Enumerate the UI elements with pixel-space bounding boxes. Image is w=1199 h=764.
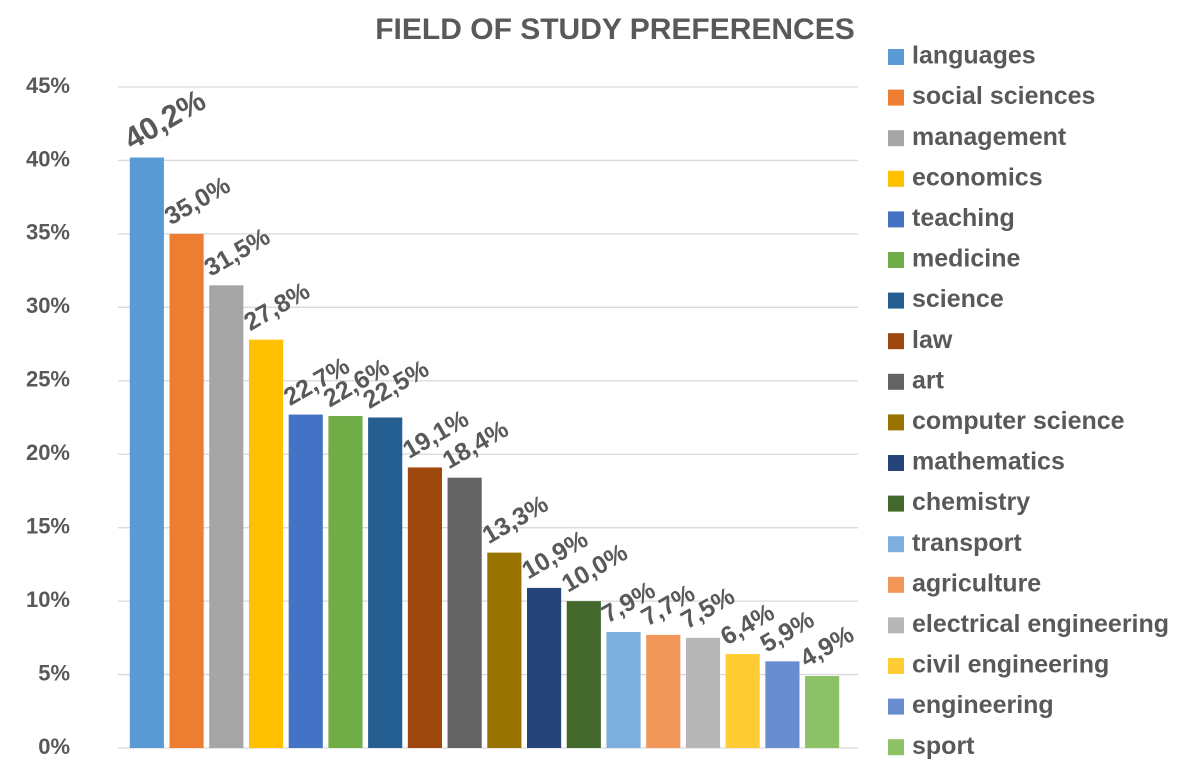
legend-swatch xyxy=(888,89,904,106)
y-tick-label: 0% xyxy=(38,734,70,759)
y-tick-label: 40% xyxy=(26,146,70,171)
bar xyxy=(566,601,601,748)
legend-swatch xyxy=(888,455,904,471)
legend-swatch xyxy=(888,698,904,715)
y-tick-label: 30% xyxy=(26,293,70,318)
bar xyxy=(805,676,840,748)
bar xyxy=(407,467,442,748)
data-label: 35,0% xyxy=(160,171,235,231)
y-tick-label: 5% xyxy=(38,660,70,685)
legend-label: art xyxy=(912,366,945,394)
y-tick-label: 20% xyxy=(26,440,70,465)
legend-swatch xyxy=(888,170,904,187)
data-label: 13,3% xyxy=(478,490,553,550)
bar xyxy=(129,157,164,749)
bar xyxy=(368,417,403,748)
legend-swatch xyxy=(888,739,904,756)
y-tick-label: 25% xyxy=(26,367,70,392)
bar xyxy=(447,477,482,748)
bar xyxy=(169,233,204,748)
legend-label: medicine xyxy=(912,245,1020,273)
bar xyxy=(725,653,760,748)
legend-label: teaching xyxy=(912,204,1015,232)
bar xyxy=(328,416,363,748)
legend-label: science xyxy=(912,285,1004,313)
legend-label: social sciences xyxy=(912,82,1095,110)
legend-label: transport xyxy=(912,529,1022,557)
bar xyxy=(646,634,681,748)
bar xyxy=(288,414,323,748)
legend-swatch xyxy=(888,576,904,593)
legend-swatch xyxy=(888,211,904,228)
y-tick-label: 35% xyxy=(26,220,70,245)
legend-label: engineering xyxy=(912,691,1054,719)
bar xyxy=(527,587,562,748)
data-label: 31,5% xyxy=(200,223,275,283)
legend-swatch xyxy=(888,373,904,390)
bar xyxy=(606,631,641,748)
legend-label: management xyxy=(912,123,1067,151)
legend-swatch xyxy=(888,658,904,674)
data-label: 40,2% xyxy=(118,82,212,156)
legend-label: law xyxy=(912,326,953,354)
bar xyxy=(248,339,284,748)
bar xyxy=(487,552,522,748)
y-tick-label: 10% xyxy=(26,587,70,612)
legend-swatch xyxy=(888,252,904,268)
legend-label: agriculture xyxy=(912,569,1041,597)
data-label: 27,8% xyxy=(239,277,314,337)
y-tick-label: 45% xyxy=(26,73,70,98)
legend-swatch xyxy=(888,617,904,634)
legend-swatch xyxy=(888,130,904,147)
legend-swatch xyxy=(888,536,904,553)
legend-swatch xyxy=(888,292,904,309)
legend-label: computer science xyxy=(912,407,1125,435)
legend-label: mathematics xyxy=(912,448,1065,476)
chart-title: FIELD OF STUDY PREFERENCES xyxy=(375,13,855,46)
legend-swatch xyxy=(888,333,904,350)
legend-label: chemistry xyxy=(912,488,1030,516)
legend-label: sport xyxy=(912,732,975,760)
legend-label: languages xyxy=(912,42,1036,70)
legend-swatch xyxy=(888,495,904,512)
legend-swatch xyxy=(888,49,904,65)
y-tick-label: 15% xyxy=(26,513,70,538)
legend-label: civil engineering xyxy=(912,651,1109,679)
bar xyxy=(765,661,800,748)
legend-label: economics xyxy=(912,163,1043,191)
legend-label: electrical engineering xyxy=(912,610,1169,638)
legend-swatch xyxy=(888,414,904,431)
bar xyxy=(209,285,244,748)
bar xyxy=(685,637,721,748)
